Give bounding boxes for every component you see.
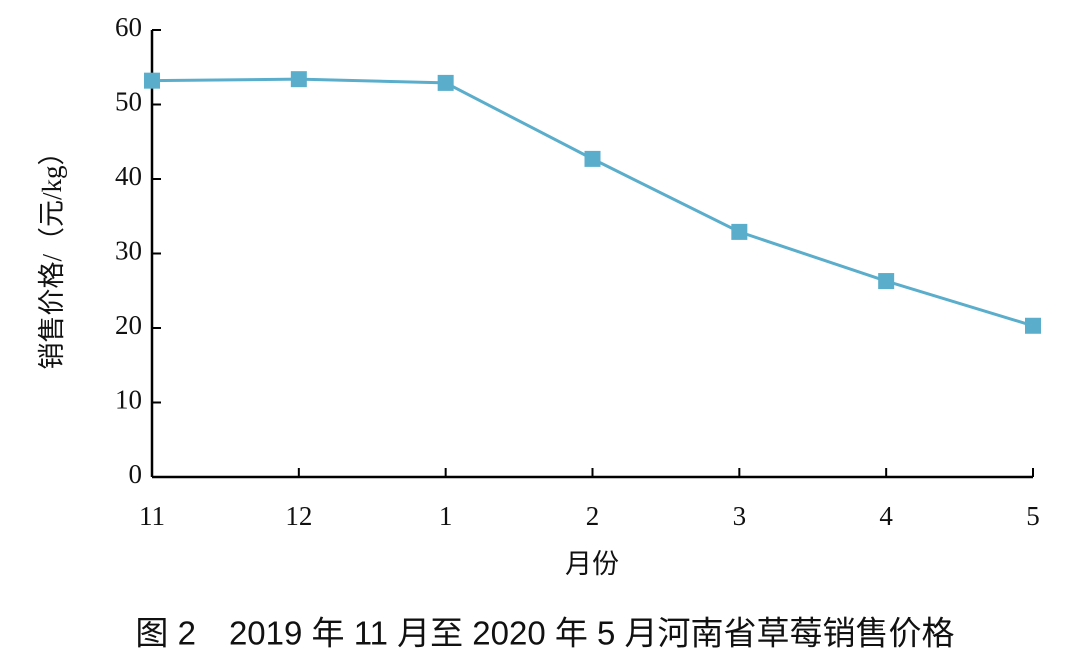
chart-title: 图 2 2019 年 11 月至 2020 年 5 月河南省草莓销售价格 — [135, 615, 954, 652]
data-point — [290, 71, 307, 88]
x-tick-label: 1 — [439, 501, 453, 531]
y-tick-label: 10 — [115, 385, 142, 415]
data-point — [437, 74, 454, 91]
x-tick-label: 12 — [285, 501, 312, 531]
x-tick-label: 11 — [139, 501, 165, 531]
y-tick-label: 0 — [129, 459, 143, 489]
y-tick-label: 30 — [115, 236, 142, 266]
data-point — [584, 150, 601, 167]
x-axis-label: 月份 — [565, 549, 619, 579]
x-tick-label: 2 — [586, 501, 600, 531]
x-tick-label: 4 — [879, 501, 893, 531]
y-tick-label: 50 — [115, 87, 142, 117]
y-axis-label: 销售价格/（元/kg） — [37, 138, 67, 369]
data-point — [731, 223, 748, 240]
y-tick-label: 60 — [115, 12, 142, 42]
data-point — [1025, 317, 1041, 334]
series-line — [151, 77, 1034, 328]
y-tick-label: 20 — [115, 310, 142, 340]
x-tick-label: 5 — [1026, 501, 1040, 531]
data-point — [878, 273, 895, 290]
y-tick-label: 40 — [115, 161, 142, 191]
data-point — [144, 72, 160, 89]
x-tick-label: 3 — [733, 501, 747, 531]
